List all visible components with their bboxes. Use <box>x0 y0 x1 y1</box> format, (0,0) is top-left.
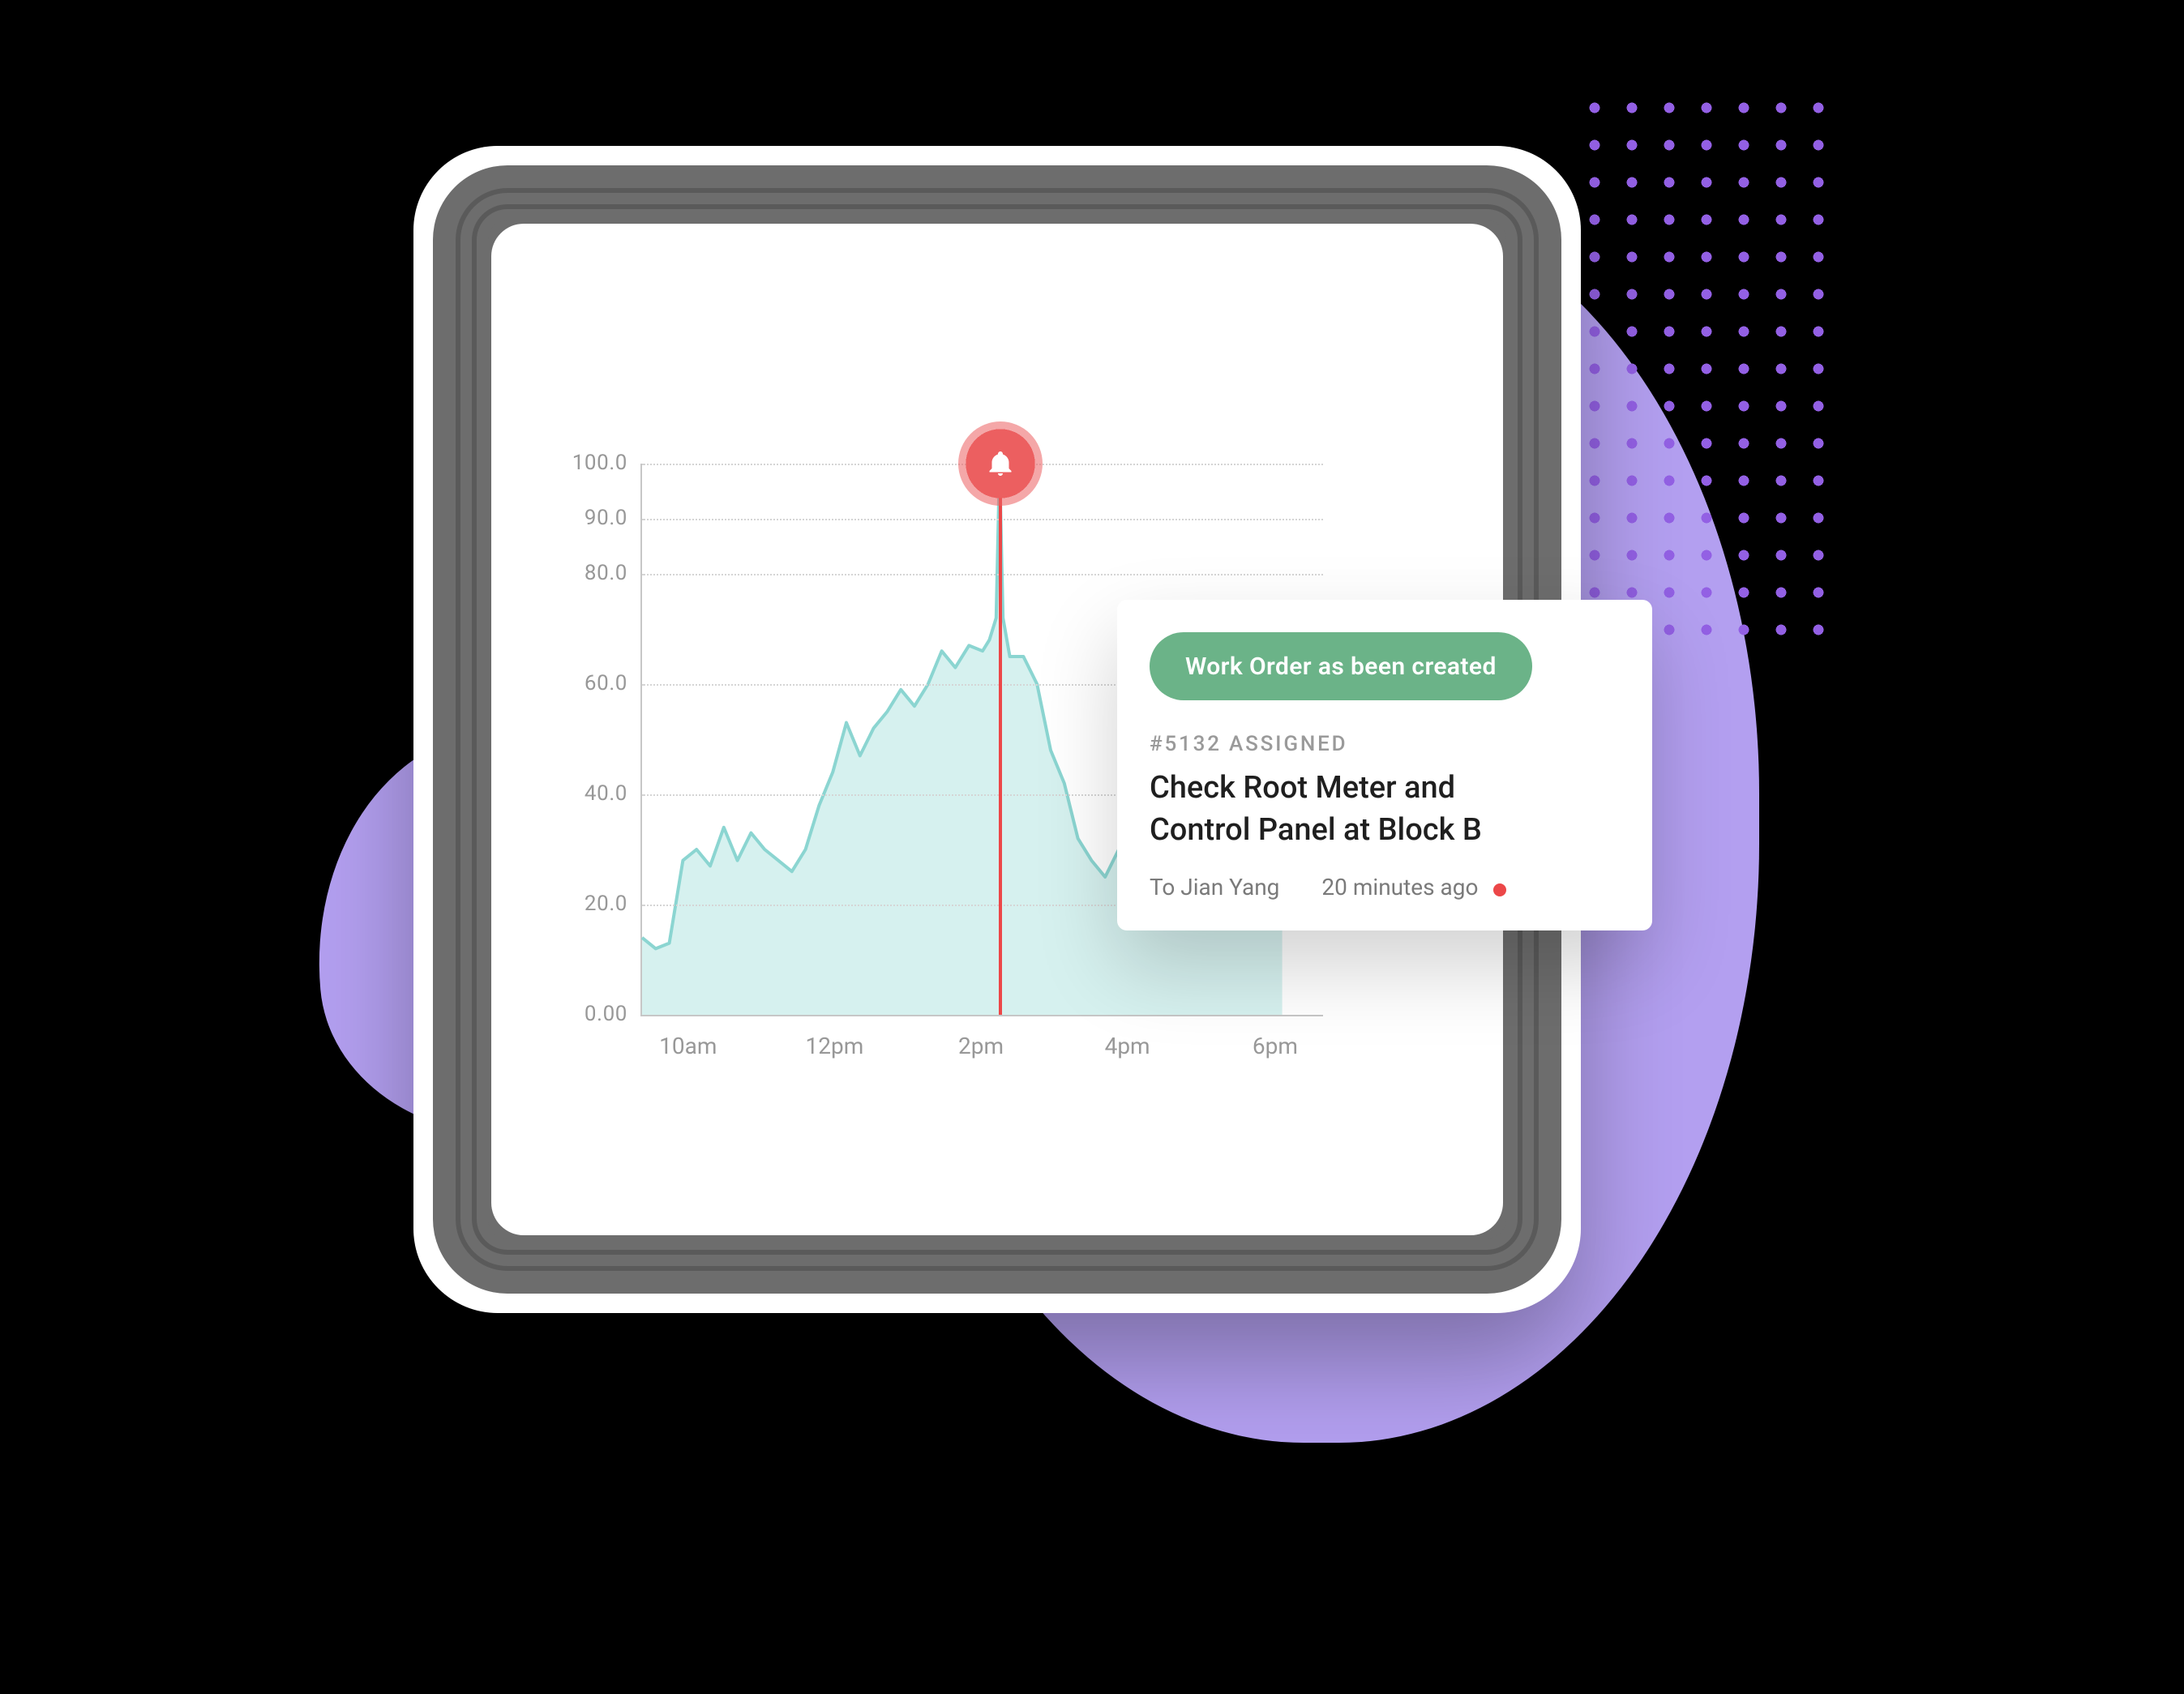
work-order-assignee: To Jian Yang <box>1150 876 1279 902</box>
chart-x-tick: 4pm <box>1105 1034 1150 1060</box>
chart-y-tick: 80.0 <box>546 562 627 586</box>
chart-y-tick: 90.0 <box>546 507 627 531</box>
chart-y-tick: 40.0 <box>546 782 627 806</box>
alert-badge[interactable] <box>957 421 1042 506</box>
chart-y-tick: 20.0 <box>546 892 627 917</box>
chart-x-tick: 12pm <box>806 1034 864 1060</box>
work-order-pill[interactable]: Work Order as been created <box>1150 632 1532 700</box>
device-frame: 0.00 20.0 40.0 60.0 80.0 90.0 100.0 10am 12pm 2p… <box>413 146 1581 1313</box>
chart-y-tick: 0.00 <box>546 1003 627 1027</box>
chart-x-tick: 10am <box>659 1034 717 1060</box>
chart-x-tick: 2pm <box>958 1034 1004 1060</box>
chart-y-tick: 60.0 <box>546 672 627 696</box>
status-dot-icon <box>1493 883 1506 896</box>
work-order-status: #5132 ASSIGNED <box>1150 733 1620 757</box>
chart-x-axis: 10am 12pm 2pm 4pm 6pm <box>640 1034 1321 1073</box>
chart-x-tick: 6pm <box>1253 1034 1298 1060</box>
bell-icon <box>985 449 1014 478</box>
chart-y-tick: 100.0 <box>546 451 627 476</box>
work-order-title: Check Root Meter and Control Panel at Bl… <box>1150 767 1555 850</box>
device-screen: 0.00 20.0 40.0 60.0 80.0 90.0 100.0 10am 12pm 2p… <box>491 224 1503 1235</box>
decor-dot-grid <box>1576 89 1835 640</box>
chart-y-axis: 0.0020.040.060.080.090.0100.0 <box>546 464 627 1015</box>
work-order-time: 20 minutes ago <box>1321 876 1506 902</box>
notification-card[interactable]: Work Order as been created #5132 ASSIGNE… <box>1117 600 1652 931</box>
alert-marker-line <box>998 464 1001 1015</box>
